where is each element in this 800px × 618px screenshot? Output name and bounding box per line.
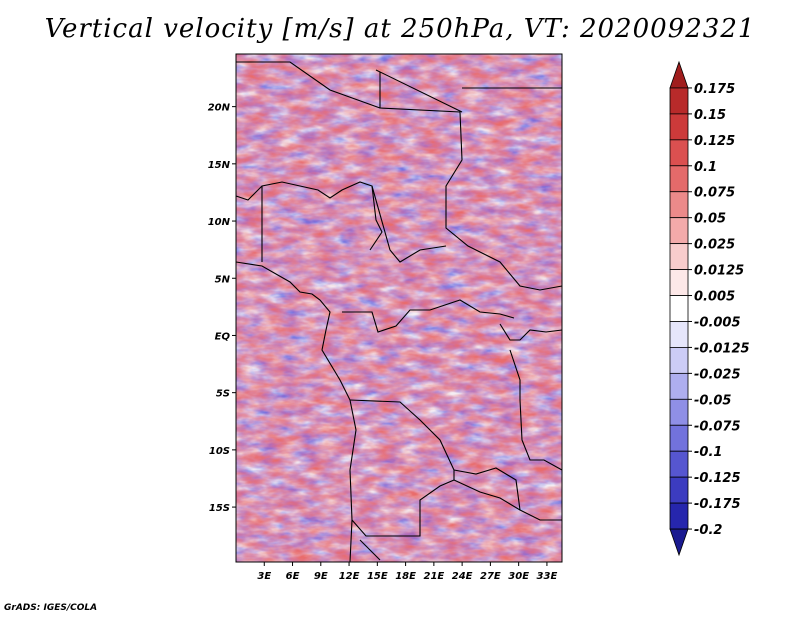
colorbar-label: -0.025 — [694, 367, 741, 382]
colorbar-label: -0.125 — [694, 471, 741, 486]
colorbar-swatch — [669, 113, 689, 141]
lat-tick-label: 5N — [215, 274, 231, 285]
lon-tick-label: 33E — [537, 571, 558, 582]
colorbar-swatch — [669, 372, 689, 400]
velocity-field — [236, 54, 562, 562]
lon-tick-label: 18E — [395, 571, 416, 582]
lat-tick-label: 15N — [208, 160, 231, 171]
longitude-axis: 3E 6E 9E 12E 15E 18E 21E 24E 27E 30E 33E — [257, 562, 557, 582]
lon-tick-label: 6E — [286, 571, 300, 582]
lon-tick-label: 24E — [452, 571, 473, 582]
colorbar-label: 0.005 — [694, 290, 735, 305]
lon-tick-label: 3E — [257, 571, 271, 582]
chart-title: Vertical velocity [m/s] at 250hPa, VT: 2… — [44, 14, 756, 44]
colorbar-label: 0.175 — [694, 82, 735, 97]
colorbar-label: -0.05 — [694, 393, 731, 408]
colorbar-label: 0.025 — [694, 238, 735, 253]
colorbar-label: 0.1 — [694, 160, 717, 175]
map-border — [235, 53, 563, 563]
lat-tick-label: EQ — [215, 331, 231, 342]
colorbar-swatch — [669, 243, 689, 270]
lat-tick-label: 20N — [208, 103, 231, 114]
lat-tick-label: 10S — [209, 446, 230, 457]
colorbar-label: 0.125 — [694, 134, 735, 149]
colorbar-swatch — [669, 60, 689, 89]
colorbar-swatch — [669, 139, 689, 167]
colorbar-label: -0.1 — [694, 445, 722, 460]
colorbar-swatch — [669, 450, 689, 478]
lon-tick-label: 15E — [367, 571, 388, 582]
colorbar-swatch — [669, 217, 689, 245]
colorbar-swatch — [669, 295, 689, 322]
colorbar-swatch — [669, 424, 689, 452]
colorbar: 0.175 0.15 0.125 0.1 0.075 0.05 0.025 0.0125 0.0… — [669, 60, 750, 557]
colorbar-swatch — [669, 528, 689, 557]
latitude-axis: 20N 15N 10N 5N EQ 5S 10S 15S — [208, 103, 236, 514]
colorbar-label: 0.05 — [694, 212, 726, 227]
colorbar-swatch — [669, 165, 689, 193]
colorbar-swatch — [669, 398, 689, 426]
colorbar-swatch — [669, 321, 689, 348]
lon-tick-label: 21E — [423, 571, 444, 582]
lon-tick-label: 27E — [480, 571, 501, 582]
colorbar-swatch — [669, 191, 689, 219]
colorbar-label: 0.15 — [694, 108, 726, 123]
colorbar-swatch — [669, 269, 689, 296]
colorbar-label: -0.175 — [694, 497, 741, 512]
lat-tick-label: 15S — [209, 503, 230, 514]
lon-tick-label: 30E — [508, 571, 529, 582]
colorbar-label: -0.0125 — [694, 341, 750, 356]
colorbar-label: 0.0125 — [694, 264, 744, 279]
colorbar-label: -0.2 — [694, 523, 722, 538]
lat-tick-label: 5S — [216, 389, 230, 400]
lon-tick-label: 9E — [314, 571, 328, 582]
colorbar-swatch — [669, 476, 689, 504]
grads-credit: GrADS: IGES/COLA — [4, 603, 98, 613]
country-borders — [235, 61, 563, 563]
lat-tick-label: 10N — [208, 217, 231, 228]
colorbar-label: 0.075 — [694, 186, 735, 201]
colorbar-swatch — [669, 347, 689, 374]
colorbar-swatch — [669, 87, 689, 115]
colorbar-swatch — [669, 502, 689, 530]
map-plot-area: 20N 15N 10N 5N EQ 5S 10S 15S 3E 6E 9E 12E 15E 18E 21E… — [208, 53, 563, 582]
colorbar-label: -0.005 — [694, 315, 741, 330]
lon-tick-label: 12E — [339, 571, 360, 582]
colorbar-label: -0.075 — [694, 419, 741, 434]
